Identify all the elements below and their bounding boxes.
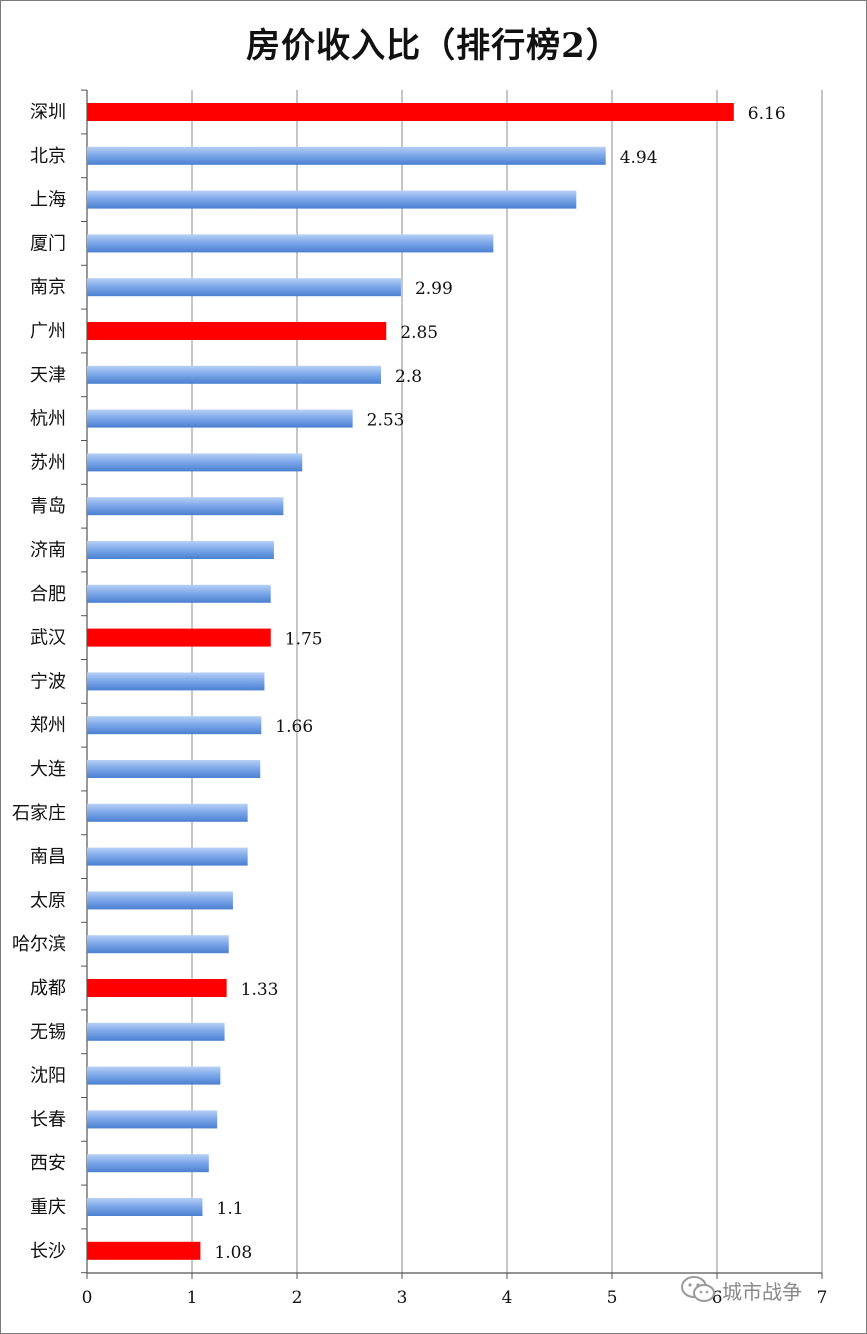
watermark-text: 城市战争: [722, 1279, 802, 1304]
category-label: 厦门: [30, 233, 66, 254]
bar-石家庄: [87, 803, 248, 822]
x-tick-label: 7: [817, 1288, 828, 1308]
category-label: 苏州: [30, 452, 66, 473]
bar-西安: [87, 1154, 209, 1173]
bar-长春: [87, 1110, 218, 1129]
category-label: 武汉: [30, 628, 66, 649]
data-label: 1.08: [214, 1243, 252, 1263]
category-label: 济南: [30, 540, 66, 561]
x-tick-label: 6: [712, 1288, 723, 1308]
category-label: 石家庄: [12, 803, 66, 824]
bar-武汉: [87, 628, 271, 647]
bar-南京: [87, 278, 401, 297]
data-label: 6.16: [748, 104, 786, 124]
data-label: 1.66: [275, 717, 313, 737]
data-label: 1.33: [241, 980, 279, 1000]
bar-青岛: [87, 497, 284, 516]
category-label: 成都: [30, 978, 66, 999]
x-tick-label: 1: [187, 1288, 198, 1308]
category-label: 广州: [30, 321, 66, 342]
category-label: 长春: [30, 1109, 66, 1130]
bar-苏州: [87, 453, 303, 472]
bar-北京: [87, 146, 606, 165]
x-tick-label: 4: [502, 1288, 513, 1308]
category-label: 北京: [30, 146, 66, 167]
bar-重庆: [87, 1198, 203, 1216]
bar-长沙: [87, 1241, 201, 1260]
bar-南昌: [87, 847, 248, 866]
bar-沈阳: [87, 1066, 221, 1085]
category-label: 长沙: [30, 1241, 66, 1262]
category-label: 杭州: [30, 409, 66, 430]
category-label: 青岛: [30, 496, 66, 517]
data-label: 4.94: [620, 148, 658, 168]
category-label: 大连: [30, 759, 66, 780]
category-label: 太原: [30, 890, 66, 911]
bar-合肥: [87, 584, 271, 603]
bar-大连: [87, 760, 261, 778]
category-label: 合肥: [30, 584, 66, 605]
watermark: 城市战争: [680, 1272, 802, 1308]
category-label: 南京: [30, 277, 66, 298]
category-label: 哈尔滨: [12, 934, 66, 955]
chart-title: 房价收入比（排行榜2）: [246, 26, 621, 66]
category-label: 重庆: [30, 1197, 66, 1218]
data-label: 2.8: [395, 367, 422, 387]
bar-济南: [87, 541, 274, 559]
bar-上海: [87, 190, 577, 209]
bar-太原: [87, 891, 233, 910]
x-tick-label: 3: [397, 1288, 408, 1308]
bar-宁波: [87, 672, 265, 691]
bar-厦门: [87, 234, 494, 253]
x-tick-label: 5: [607, 1288, 618, 1308]
category-label: 无锡: [30, 1022, 66, 1043]
bar-天津: [87, 365, 381, 384]
category-label: 西安: [30, 1153, 66, 1174]
category-label: 沈阳: [30, 1066, 66, 1087]
bar-成都: [87, 979, 227, 997]
category-label: 深圳: [30, 102, 66, 123]
bar-深圳: [87, 103, 734, 121]
data-label: 2.99: [415, 279, 453, 299]
wechat-icon: [681, 1276, 715, 1302]
data-label: 1.1: [217, 1199, 244, 1219]
bar-郑州: [87, 716, 262, 735]
data-label: 1.75: [285, 630, 323, 650]
x-tick-label: 2: [292, 1288, 303, 1308]
x-tick-label: 0: [82, 1288, 93, 1308]
data-label: 2.85: [400, 323, 438, 343]
category-label: 宁波: [30, 671, 66, 692]
category-label: 郑州: [30, 715, 66, 736]
category-label: 上海: [30, 190, 66, 211]
category-label: 天津: [30, 365, 66, 386]
bar-广州: [87, 322, 387, 340]
bar-杭州: [87, 409, 353, 428]
data-label: 2.53: [367, 411, 405, 431]
bar-无锡: [87, 1022, 225, 1041]
category-label: 南昌: [30, 847, 66, 868]
bar-哈尔滨: [87, 935, 229, 954]
